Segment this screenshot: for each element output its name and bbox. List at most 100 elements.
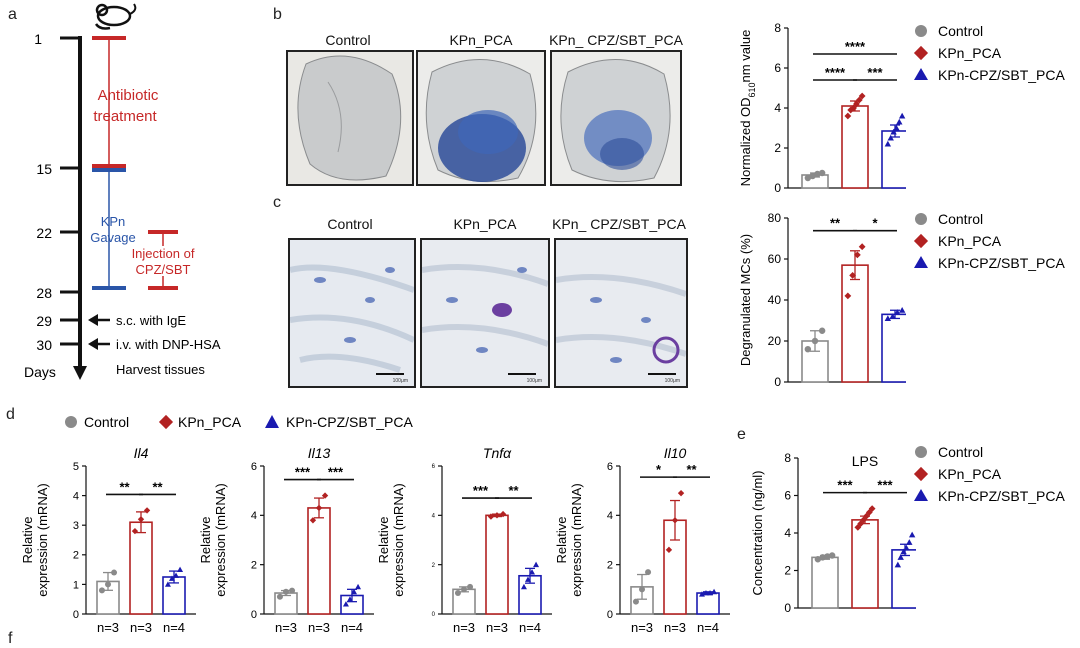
legend-e-control: Control [938,444,983,460]
day-label-29: 29 [36,313,52,329]
data-point-kpn-cpz [520,583,527,590]
legend-c-kpn-pca: KPn_PCA [938,233,1002,249]
significance-label: ** [686,462,697,477]
data-point-kpn-pca [137,516,145,523]
data-point-kpn-cpz [168,575,175,581]
data-point-control [639,586,645,593]
legend-b-kpn-cpz: KPn-CPZ/SBT_PCA [938,67,1065,83]
data-point-control [818,327,826,334]
significance-label: ** [119,479,130,494]
ear-image-kpn-pca [425,59,537,183]
data-point-control [111,569,118,576]
timeline-diagram: 1 15 22 28 29 30 Days Antibiotic treatme… [24,3,221,380]
panel-letter-d: d [6,406,15,423]
data-point-kpn-pca [858,243,866,251]
data-point-kpn-cpz [529,569,536,575]
legend-marker-kpn-cpz [914,256,928,268]
data-point-kpn-cpz [533,561,540,568]
legend-d: Control KPn_PCA KPn-CPZ/SBT_PCA [65,414,413,430]
day-label-22: 22 [36,225,52,241]
bar-2 [881,313,906,383]
y-axis-label: Relative [376,517,391,564]
gavage-label-1: KPn [101,214,126,229]
y-tick-label: 20 [768,334,782,348]
y-tick-label: 0 [73,609,79,621]
legend-d-control: Control [84,414,129,430]
data-point-control [98,587,105,594]
ear-image-kpn-cpz [560,59,671,183]
data-point-control [824,553,831,560]
legend-e: Control KPn_PCA KPn-CPZ/SBT_PCA [913,444,1065,504]
significance-label: *** [328,465,344,480]
y-tick-label: 6 [607,461,613,473]
bar-0 [811,556,839,609]
data-point-kpn-pca [844,112,852,120]
legend-marker-kpn-cpz [914,489,928,501]
y-tick-label: 2 [432,563,436,569]
y-tick-label: 60 [768,252,782,266]
data-point-kpn-cpz [887,134,894,141]
y-tick-label: 40 [768,293,782,307]
sc-igE-label: s.c. with IgE [116,313,186,328]
data-point-kpn-cpz [711,588,718,595]
data-point-kpn-cpz [351,588,358,595]
chart-title: Tnfα [483,446,512,461]
y-axis-label: Concentration (ng/ml) [750,471,765,596]
histo-title-control: Control [327,216,373,232]
data-point-kpn-cpz [898,307,906,313]
y-tick-label: 0 [774,375,781,389]
panel-letter-a: a [8,6,17,23]
scalebar-label-kpn-cpz: 100μm [664,378,680,384]
data-point-kpn-pca [143,507,151,514]
n-label: n=4 [519,620,541,635]
legend-marker-kpn-pca [913,466,929,482]
significance-label: * [872,216,878,231]
histo-image-control [290,264,414,375]
legend-e-kpn-pca: KPn_PCA [938,466,1002,482]
y-tick-label: 4 [784,526,791,540]
legend-b-control: Control [938,23,983,39]
mouse-icon [94,3,137,30]
legend-marker-kpn-cpz [914,68,928,80]
day-label-28: 28 [36,285,52,301]
y-axis-label: Degranulated MCs (%) [738,234,753,366]
ear-title-kpn-cpz: KPn_ CPZ/SBT_PCA [549,32,683,48]
data-point-control [828,552,836,559]
data-point-control [811,337,819,345]
data-point-kpn-pca [499,510,507,518]
y-axis-label: Relative [198,517,213,564]
n-label: n=4 [341,620,363,635]
data-point-kpn-cpz [346,596,353,602]
significance-label: *** [837,478,853,493]
legend-marker-kpn-pca [158,414,174,430]
data-point-kpn-cpz [896,118,903,125]
significance-label: ** [152,479,163,494]
ear-title-control: Control [325,32,371,48]
histo-image-kpn-pca [422,264,548,375]
data-point-control [818,169,826,177]
bar-1 [841,105,869,189]
data-point-kpn-pca [858,92,866,100]
legend-marker-control [915,213,927,225]
significance-label: *** [473,483,489,498]
days-axis-label: Days [24,364,56,380]
data-point-kpn-cpz [894,561,902,568]
y-tick-label: 2 [784,564,791,578]
n-label: n=3 [486,620,508,635]
y-tick-label: 0 [774,181,781,194]
antibiotic-label-1: Antibiotic [98,87,159,104]
timeline-arrowhead [73,366,87,380]
significance-label: *** [295,465,311,480]
bar-1 [841,264,869,383]
panel-letter-e: e [737,426,746,443]
data-point-kpn-cpz [355,583,362,590]
legend-marker-kpn-cpz [265,415,279,428]
data-point-control [283,588,289,595]
y-tick-label: 4 [774,101,781,115]
data-point-kpn-cpz [900,548,907,555]
scalebar-label-kpn-pca: 100μm [526,378,542,384]
data-point-kpn-cpz [524,576,531,582]
legend-d-kpn-cpz: KPn-CPZ/SBT_PCA [286,414,413,430]
